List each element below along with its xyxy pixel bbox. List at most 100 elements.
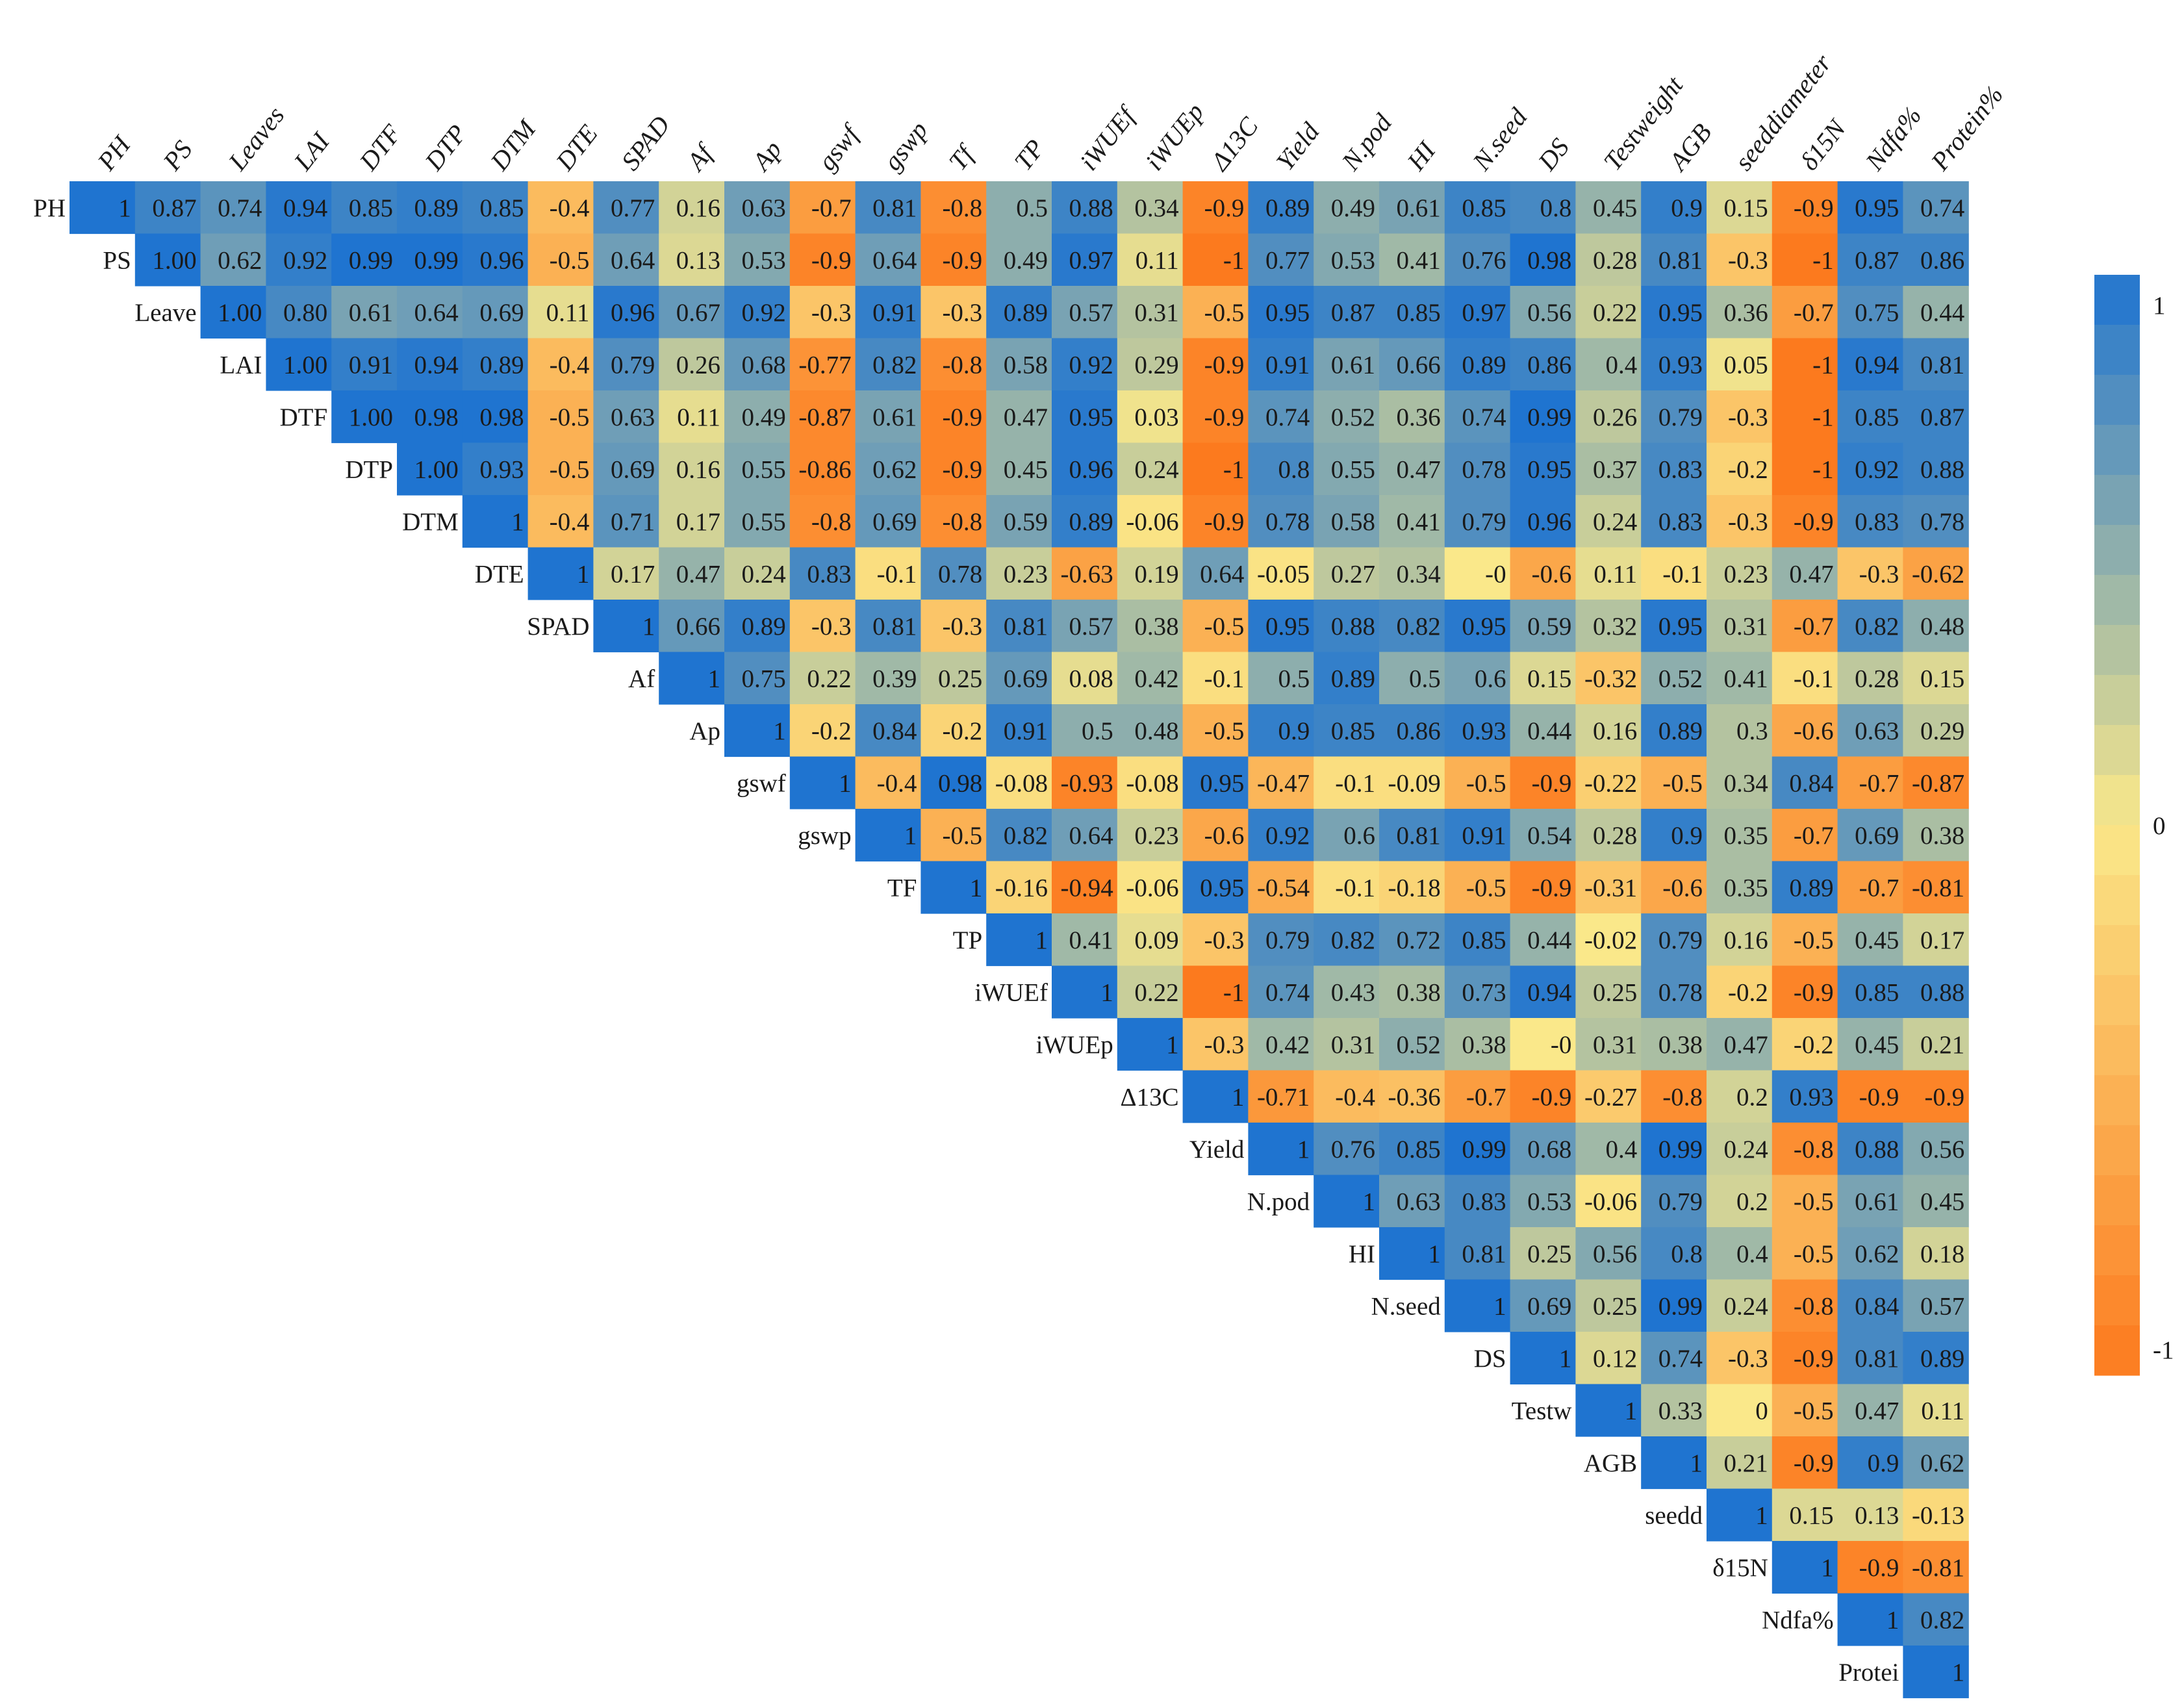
cell-value-25-28: -0.13 [1912, 1501, 1964, 1529]
heatmap-cell-8-28 [1903, 600, 1969, 653]
heatmap-cell-22-28 [1903, 1332, 1969, 1385]
heatmap-cell-7-20 [1379, 547, 1445, 600]
heatmap-cell-5-21 [1444, 442, 1511, 496]
cell-value-1-6: 0.96 [479, 246, 524, 274]
heatmap-cell-2-21 [1444, 286, 1511, 339]
cell-value-6-27: 0.83 [1855, 508, 1899, 536]
cell-value-0-18: 0.89 [1265, 194, 1310, 222]
cell-value-15-25: -0.2 [1728, 978, 1768, 1006]
cell-value-6-7: -0.4 [550, 508, 590, 536]
cell-value-9-21: 0.6 [1475, 665, 1506, 693]
column-label-15: iWUEf [1074, 99, 1142, 175]
cell-value-7-18: -0.05 [1257, 560, 1310, 588]
heatmap-cell-4-10 [724, 390, 791, 444]
cell-value-12-14: 0.82 [1004, 822, 1048, 850]
heatmap-cell-7-13 [921, 547, 987, 600]
heatmap-cell-21-25 [1707, 1279, 1773, 1332]
cell-value-18-25: 0.24 [1724, 1136, 1768, 1164]
heatmap-cell-19-24 [1641, 1175, 1707, 1228]
cell-value-2-18: 0.95 [1265, 299, 1310, 327]
cell-value-19-22: 0.53 [1527, 1188, 1571, 1215]
heatmap-cell-8-22 [1510, 600, 1576, 653]
heatmap-cell-11-28 [1903, 756, 1969, 809]
heatmap-cell-19-21 [1444, 1175, 1511, 1228]
row-label-26: δ15N [1712, 1554, 1768, 1582]
cell-value-10-18: 0.9 [1278, 717, 1310, 745]
cell-value-6-21: 0.79 [1462, 508, 1506, 536]
heatmap-cell-1-11 [789, 233, 856, 286]
heatmap-cell-12-26 [1771, 809, 1838, 862]
cell-value-18-19: 0.76 [1331, 1136, 1375, 1164]
cell-value-0-17: -0.9 [1204, 194, 1245, 222]
cell-value-10-19: 0.85 [1331, 717, 1375, 745]
cell-value-2-5: 0.64 [414, 299, 459, 327]
heatmap-cell-12-20 [1379, 809, 1445, 862]
cell-value-0-14: 0.5 [1016, 194, 1048, 222]
cell-value-7-9: 0.47 [676, 560, 720, 588]
heatmap-cell-23-28 [1903, 1384, 1969, 1437]
heatmap-cell-10-21 [1444, 704, 1511, 757]
heatmap-cell-6-22 [1510, 495, 1576, 548]
heatmap-cell-1-20 [1379, 233, 1445, 286]
heatmap-cell-18-18 [1248, 1123, 1314, 1176]
heatmap-cell-5-10 [724, 442, 791, 496]
heatmap-cell-0-16 [1117, 181, 1184, 235]
heatmap-cell-9-17 [1182, 652, 1249, 705]
cell-value-0-4: 0.85 [349, 194, 393, 222]
heatmap-cell-18-21 [1444, 1123, 1511, 1176]
cell-value-21-21: 1 [1493, 1292, 1506, 1320]
cell-value-1-18: 0.77 [1265, 246, 1310, 274]
heatmap-cell-15-25 [1707, 965, 1773, 1019]
heatmap-cell-14-19 [1314, 913, 1380, 967]
heatmap-cell-3-15 [1052, 338, 1118, 391]
heatmap-cell-11-12 [855, 756, 921, 809]
heatmap-cell-9-15 [1052, 652, 1118, 705]
heatmap-cell-8-8 [593, 600, 659, 653]
heatmap-cell-5-15 [1052, 442, 1118, 496]
heatmap-cell-21-28 [1903, 1279, 1969, 1332]
cell-value-12-16: 0.23 [1134, 822, 1178, 850]
cell-value-9-19: 0.89 [1331, 665, 1375, 693]
cell-value-5-16: 0.24 [1134, 455, 1178, 483]
cell-value-15-18: 0.74 [1265, 978, 1310, 1006]
heatmap-cell-10-14 [986, 704, 1052, 757]
cell-value-7-7: 1 [577, 560, 590, 588]
heatmap-cell-2-9 [659, 286, 725, 339]
cell-value-8-8: 1 [642, 613, 655, 641]
cell-value-18-26: -0.8 [1794, 1136, 1834, 1164]
heatmap-cell-19-19 [1314, 1175, 1380, 1228]
cell-value-11-19: -0.1 [1335, 769, 1375, 797]
cell-value-10-26: -0.6 [1794, 717, 1834, 745]
heatmap-cell-13-25 [1707, 861, 1773, 914]
heatmap-cell-4-9 [659, 390, 725, 444]
cell-value-2-7: 0.11 [546, 299, 590, 327]
heatmap-cell-16-24 [1641, 1018, 1707, 1071]
cell-value-11-18: -0.47 [1257, 769, 1310, 797]
heatmap-cell-0-11 [789, 181, 856, 235]
heatmap-cell-14-14 [986, 913, 1052, 967]
cell-value-4-14: 0.47 [1004, 403, 1048, 431]
heatmap-cell-23-27 [1837, 1384, 1903, 1437]
heatmap-cell-12-14 [986, 809, 1052, 862]
cell-value-2-15: 0.57 [1069, 299, 1113, 327]
cell-value-5-15: 0.96 [1069, 455, 1113, 483]
heatmap-cell-11-19 [1314, 756, 1380, 809]
heatmap-cell-4-22 [1510, 390, 1576, 444]
cell-value-2-2: 1.00 [218, 299, 262, 327]
cell-value-14-23: -0.02 [1584, 926, 1637, 954]
heatmap-cell-2-16 [1117, 286, 1184, 339]
heatmap-cell-4-23 [1575, 390, 1642, 444]
row-label-5: DTP [345, 455, 393, 483]
heatmap-cell-17-19 [1314, 1070, 1380, 1123]
heatmap-cell-2-26 [1771, 286, 1838, 339]
heatmap-cell-10-25 [1707, 704, 1773, 757]
colorbar-tick-label-1: 0 [2153, 812, 2166, 840]
cell-value-14-17: -0.3 [1204, 926, 1245, 954]
heatmap-cell-3-22 [1510, 338, 1576, 391]
heatmap-cell-10-28 [1903, 704, 1969, 757]
row-label-27: Ndfa% [1762, 1606, 1833, 1634]
cell-value-11-13: 0.98 [938, 769, 982, 797]
heatmap-cell-9-26 [1771, 652, 1838, 705]
cell-value-6-10: 0.55 [742, 508, 786, 536]
